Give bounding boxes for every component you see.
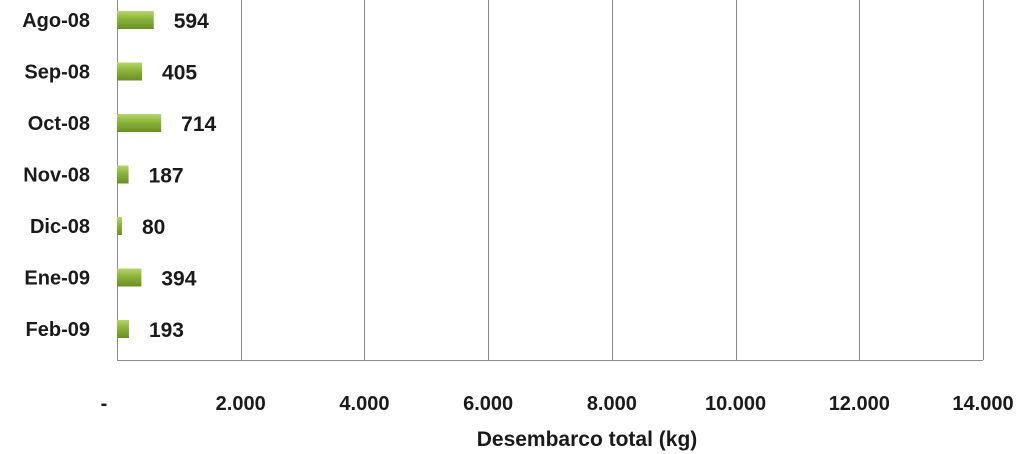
x-tick-label: 14.000 bbox=[952, 393, 1013, 415]
category-label: Oct-08 bbox=[28, 113, 90, 135]
category-label: Dic-08 bbox=[30, 216, 90, 238]
bar bbox=[117, 268, 142, 287]
bar bbox=[117, 217, 122, 235]
bar bbox=[117, 11, 154, 29]
category-labels: Ago-08 Sep-08 Oct-08 Nov-08 Dic-08 Ene-09 Feb-… bbox=[22, 10, 90, 341]
x-tick-label: - bbox=[101, 393, 108, 415]
x-tick-label: 10.000 bbox=[705, 393, 766, 415]
x-axis-title: Desembarco total (kg) bbox=[477, 428, 698, 451]
bar bbox=[117, 114, 162, 132]
category-label: Nov-08 bbox=[23, 165, 90, 187]
data-label: 594 bbox=[174, 10, 209, 33]
category-label: Feb-09 bbox=[26, 319, 90, 341]
x-tick-label: 6.000 bbox=[463, 393, 513, 415]
gridlines bbox=[117, 0, 984, 361]
x-tick-label: 2.000 bbox=[216, 393, 266, 415]
data-label: 187 bbox=[149, 165, 184, 188]
data-labels: 594 405 714 187 80 394 193 bbox=[142, 10, 217, 342]
bar bbox=[117, 165, 129, 184]
x-tick-label: 12.000 bbox=[829, 393, 890, 415]
data-label: 394 bbox=[161, 268, 196, 291]
category-label: Sep-08 bbox=[24, 62, 90, 84]
data-label: 193 bbox=[149, 319, 184, 342]
data-label: 80 bbox=[142, 216, 165, 239]
bars bbox=[117, 11, 162, 338]
x-tick-label: 4.000 bbox=[339, 393, 389, 415]
data-label: 405 bbox=[162, 62, 197, 85]
bar bbox=[117, 320, 129, 338]
bar bbox=[117, 62, 143, 81]
category-label: Ene-09 bbox=[24, 268, 90, 290]
category-label: Ago-08 bbox=[22, 10, 90, 32]
x-tick-label: 8.000 bbox=[587, 393, 637, 415]
x-tick-labels: - 2.000 4.000 6.000 8.000 10.000 12.000 14.000 bbox=[101, 393, 1014, 415]
data-label: 714 bbox=[181, 113, 216, 136]
